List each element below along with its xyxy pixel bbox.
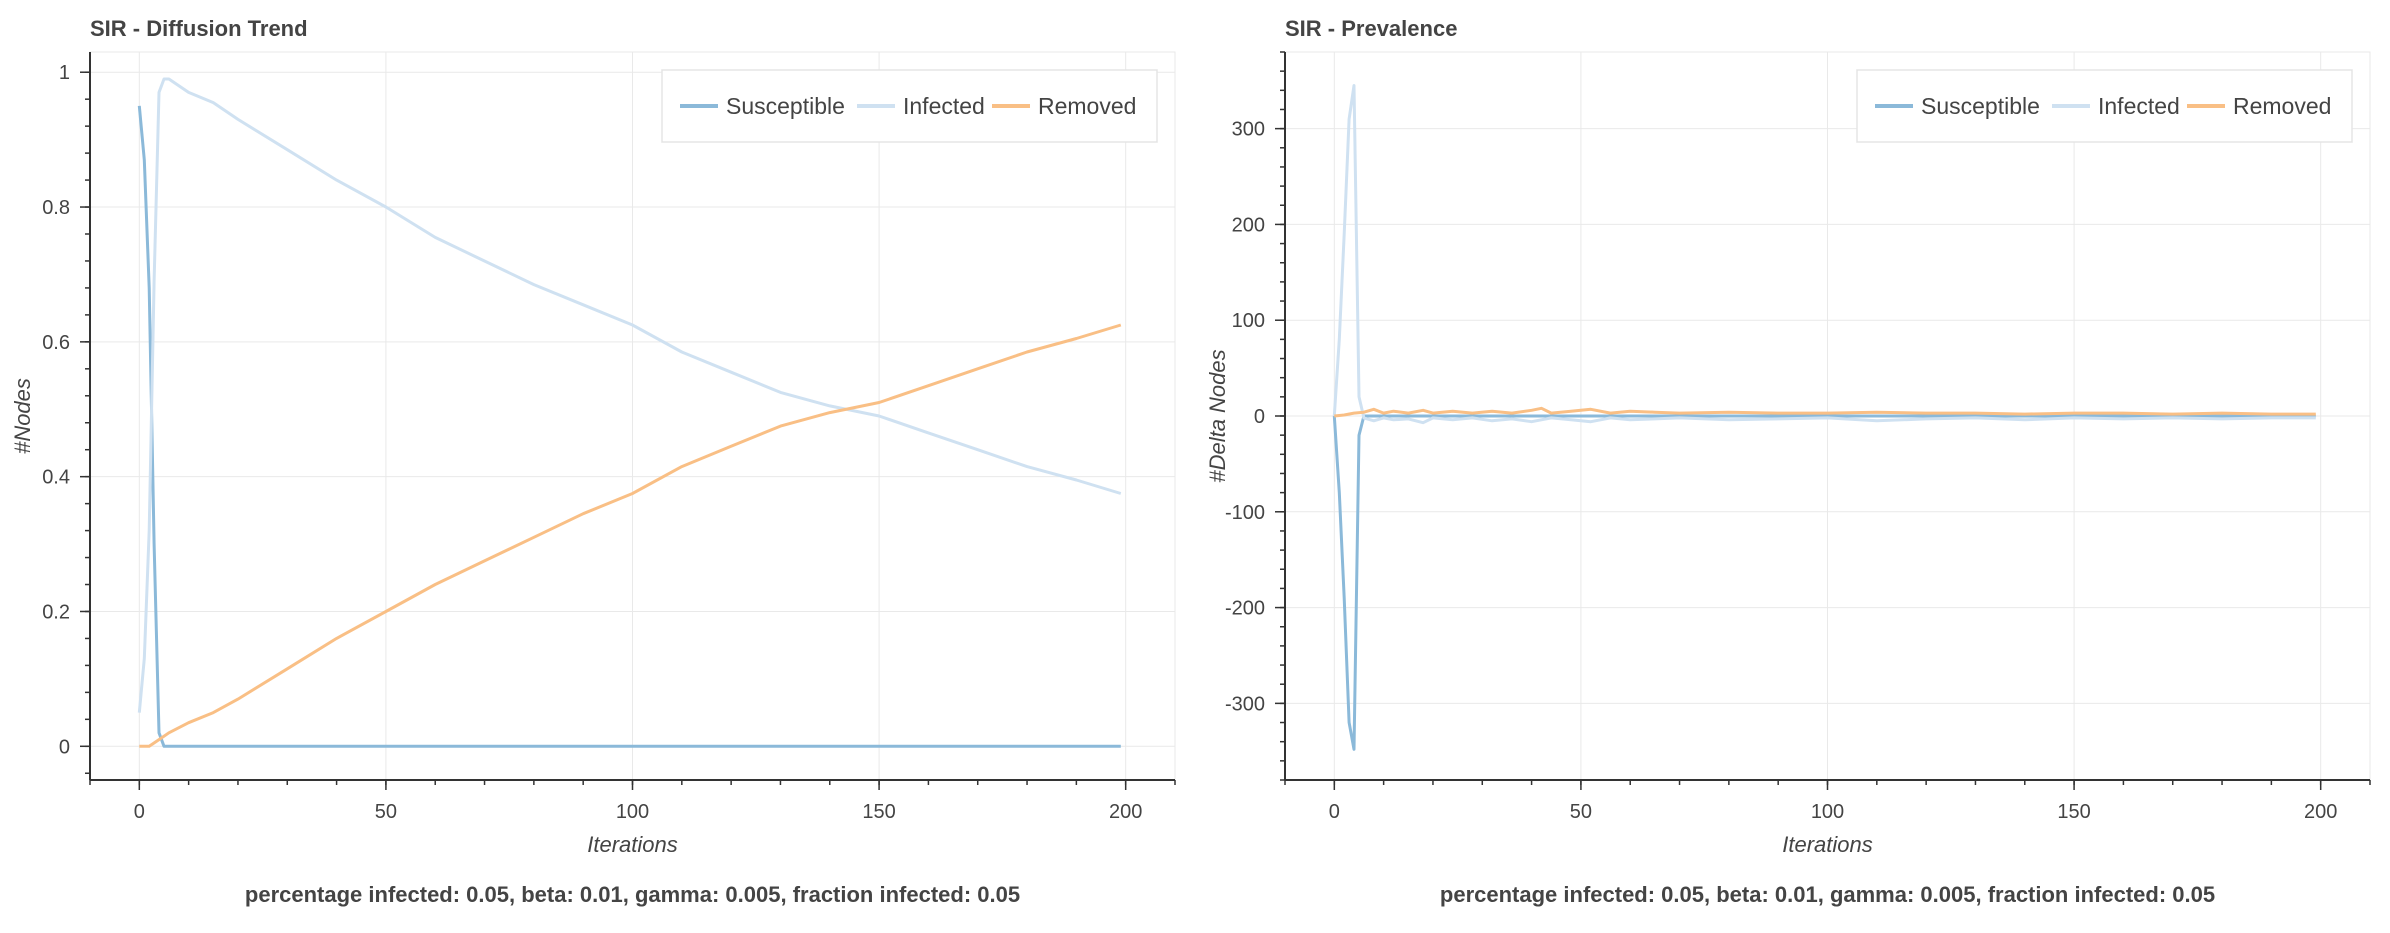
y-tick-label: 0	[59, 736, 70, 758]
x-tick-label: 150	[2057, 801, 2090, 823]
series-line-removed	[1334, 406, 2316, 418]
x-tick-label: 100	[1811, 801, 1844, 823]
x-tick-label: 0	[134, 801, 145, 823]
chart-caption: percentage infected: 0.05, beta: 0.01, g…	[1440, 882, 2215, 907]
y-tick-label: 0.6	[42, 332, 70, 354]
diffusion-trend-panel: 0 50 100 150 200 0 0.2 0.4 0.6 0.8 1 SIR - Diffusio…	[0, 0, 1195, 928]
y-tick-label: -100	[1225, 502, 1265, 524]
x-tick-label: 0	[1329, 801, 1340, 823]
series-line-removed	[139, 323, 1122, 748]
x-tick-label: 150	[862, 801, 895, 823]
legend-label-susceptible: Susceptible	[1921, 93, 2040, 119]
y-axis-label: #Delta Nodes	[1205, 349, 1230, 482]
legend-label-susceptible: Susceptible	[726, 93, 845, 119]
chart-title: SIR - Diffusion Trend	[90, 16, 308, 41]
y-axis-label: #Nodes	[10, 378, 35, 454]
y-tick-label: 0.2	[42, 601, 70, 623]
x-tick-label: 200	[1109, 801, 1142, 823]
x-tick-label: 50	[375, 801, 397, 823]
y-tick-label: 1	[59, 62, 70, 84]
x-tick-label: 100	[616, 801, 649, 823]
legend-label-removed: Removed	[2233, 93, 2331, 119]
series-line-susceptible	[137, 105, 1121, 748]
legend-box	[661, 69, 1158, 143]
series-line-infected	[137, 77, 1122, 713]
prevalence-chart: 0 50 100 150 200 -300 -200 -100 0 100 200 300 SIR - …	[1205, 16, 2371, 907]
legend-label-infected: Infected	[903, 93, 985, 119]
chart-caption: percentage infected: 0.05, beta: 0.01, g…	[245, 882, 1020, 907]
y-tick-label: 200	[1232, 214, 1265, 236]
legend-label-infected: Infected	[2098, 93, 2180, 119]
y-tick-label: 300	[1232, 119, 1265, 141]
y-tick-label: 100	[1232, 310, 1265, 332]
series-line-infected	[1332, 84, 2316, 425]
x-axis-label: Iterations	[587, 832, 678, 857]
y-tick-label: 0.4	[42, 467, 70, 489]
legend-label-removed: Removed	[1038, 93, 1136, 119]
y-tick-label: 0.8	[42, 197, 70, 219]
legend-box	[1856, 69, 2353, 143]
y-tick-label: 0	[1254, 406, 1265, 428]
x-axis-label: Iterations	[1782, 832, 1873, 857]
y-tick-label: -300	[1225, 693, 1265, 715]
diffusion-trend-chart: 0 50 100 150 200 0 0.2 0.4 0.6 0.8 1 SIR - Diffusio…	[10, 16, 1176, 907]
x-tick-label: 200	[2304, 801, 2337, 823]
prevalence-panel: 0 50 100 150 200 -300 -200 -100 0 100 200 300 SIR - …	[1195, 0, 2390, 928]
chart-title: SIR - Prevalence	[1285, 16, 1457, 41]
x-tick-label: 50	[1570, 801, 1592, 823]
y-tick-label: -200	[1225, 598, 1265, 620]
